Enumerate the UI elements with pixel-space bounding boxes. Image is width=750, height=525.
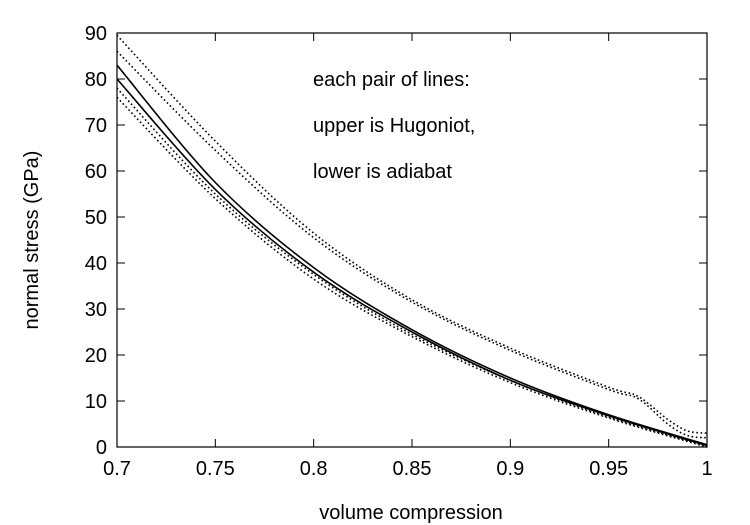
x-tick-label: 0.9 bbox=[496, 458, 524, 480]
series-line-1-dotted bbox=[116, 34, 708, 434]
y-tick-label: 80 bbox=[85, 69, 107, 91]
x-tick-label: 0.75 bbox=[196, 458, 235, 480]
x-tick-label: 0.85 bbox=[393, 458, 432, 480]
y-tick-label: 10 bbox=[85, 391, 107, 413]
annotation-line-1: each pair of lines: bbox=[313, 69, 470, 91]
annotation-block: each pair of lines: upper is Hugoniot, l… bbox=[313, 69, 475, 183]
y-tick-label: 30 bbox=[85, 299, 107, 321]
y-tick-label: 90 bbox=[85, 23, 107, 45]
tick-labels-layer: 0.7 0.75 0.8 0.85 0.9 0.95 1010203040506070809… bbox=[85, 23, 713, 480]
series-line-3-solid bbox=[116, 64, 708, 446]
y-tick-label: 40 bbox=[85, 253, 107, 275]
series-line-4-solid bbox=[116, 78, 708, 447]
x-tick-label: 1 bbox=[701, 458, 712, 480]
y-tick-label: 50 bbox=[85, 207, 107, 229]
series-layer bbox=[116, 34, 708, 448]
y-tick-label: 0 bbox=[96, 437, 107, 459]
x-tick-label: 0.95 bbox=[589, 458, 628, 480]
plot-frame bbox=[116, 32, 708, 448]
y-axis-label: normal stress (GPa) bbox=[21, 151, 43, 330]
series-line-6-dotted bbox=[116, 96, 708, 448]
x-tick-label: 0.8 bbox=[300, 458, 328, 480]
series-line-5-dotted bbox=[116, 87, 708, 447]
x-tick-label: 0.7 bbox=[103, 458, 131, 480]
y-tick-label: 20 bbox=[85, 345, 107, 367]
annotation-line-3: lower is adiabat bbox=[313, 161, 452, 183]
ticks-layer bbox=[116, 32, 708, 448]
series-line-2-dotted bbox=[116, 50, 708, 439]
y-tick-label: 70 bbox=[85, 115, 107, 137]
x-axis-label: volume compression bbox=[319, 502, 502, 524]
y-tick-label: 60 bbox=[85, 161, 107, 183]
annotation-line-2: upper is Hugoniot, bbox=[313, 115, 475, 137]
